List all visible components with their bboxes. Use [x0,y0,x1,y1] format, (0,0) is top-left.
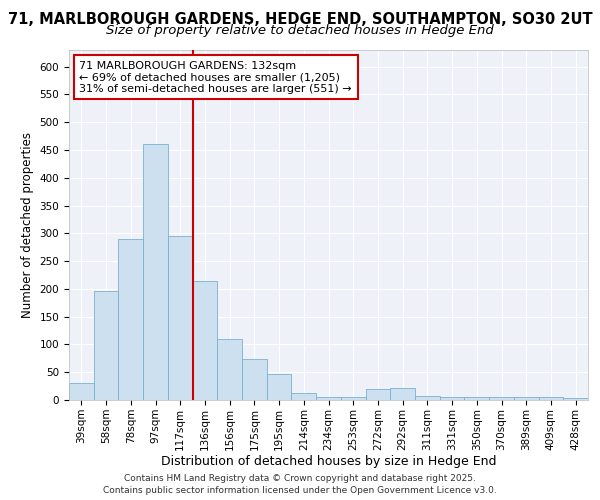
Bar [415,396,440,400]
Bar [316,397,341,400]
Text: 71, MARLBOROUGH GARDENS, HEDGE END, SOUTHAMPTON, SO30 2UT: 71, MARLBOROUGH GARDENS, HEDGE END, SOUT… [8,12,592,28]
Bar [292,393,316,400]
Bar [563,398,588,400]
Bar [94,290,118,400]
Bar [365,389,390,400]
Bar [267,374,292,400]
Bar [118,239,143,400]
Bar [489,397,514,400]
Bar [390,388,415,400]
Bar [539,397,563,400]
Bar [464,397,489,400]
Text: Contains HM Land Registry data © Crown copyright and database right 2025.
Contai: Contains HM Land Registry data © Crown c… [103,474,497,495]
Bar [242,360,267,400]
Bar [69,384,94,400]
Bar [440,397,464,400]
Text: 71 MARLBOROUGH GARDENS: 132sqm
← 69% of detached houses are smaller (1,205)
31% : 71 MARLBOROUGH GARDENS: 132sqm ← 69% of … [79,60,352,94]
Y-axis label: Number of detached properties: Number of detached properties [21,132,34,318]
Bar [143,144,168,400]
Bar [514,397,539,400]
Bar [193,280,217,400]
Bar [341,397,365,400]
Bar [168,236,193,400]
X-axis label: Distribution of detached houses by size in Hedge End: Distribution of detached houses by size … [161,456,496,468]
Text: Size of property relative to detached houses in Hedge End: Size of property relative to detached ho… [106,24,494,37]
Bar [217,339,242,400]
